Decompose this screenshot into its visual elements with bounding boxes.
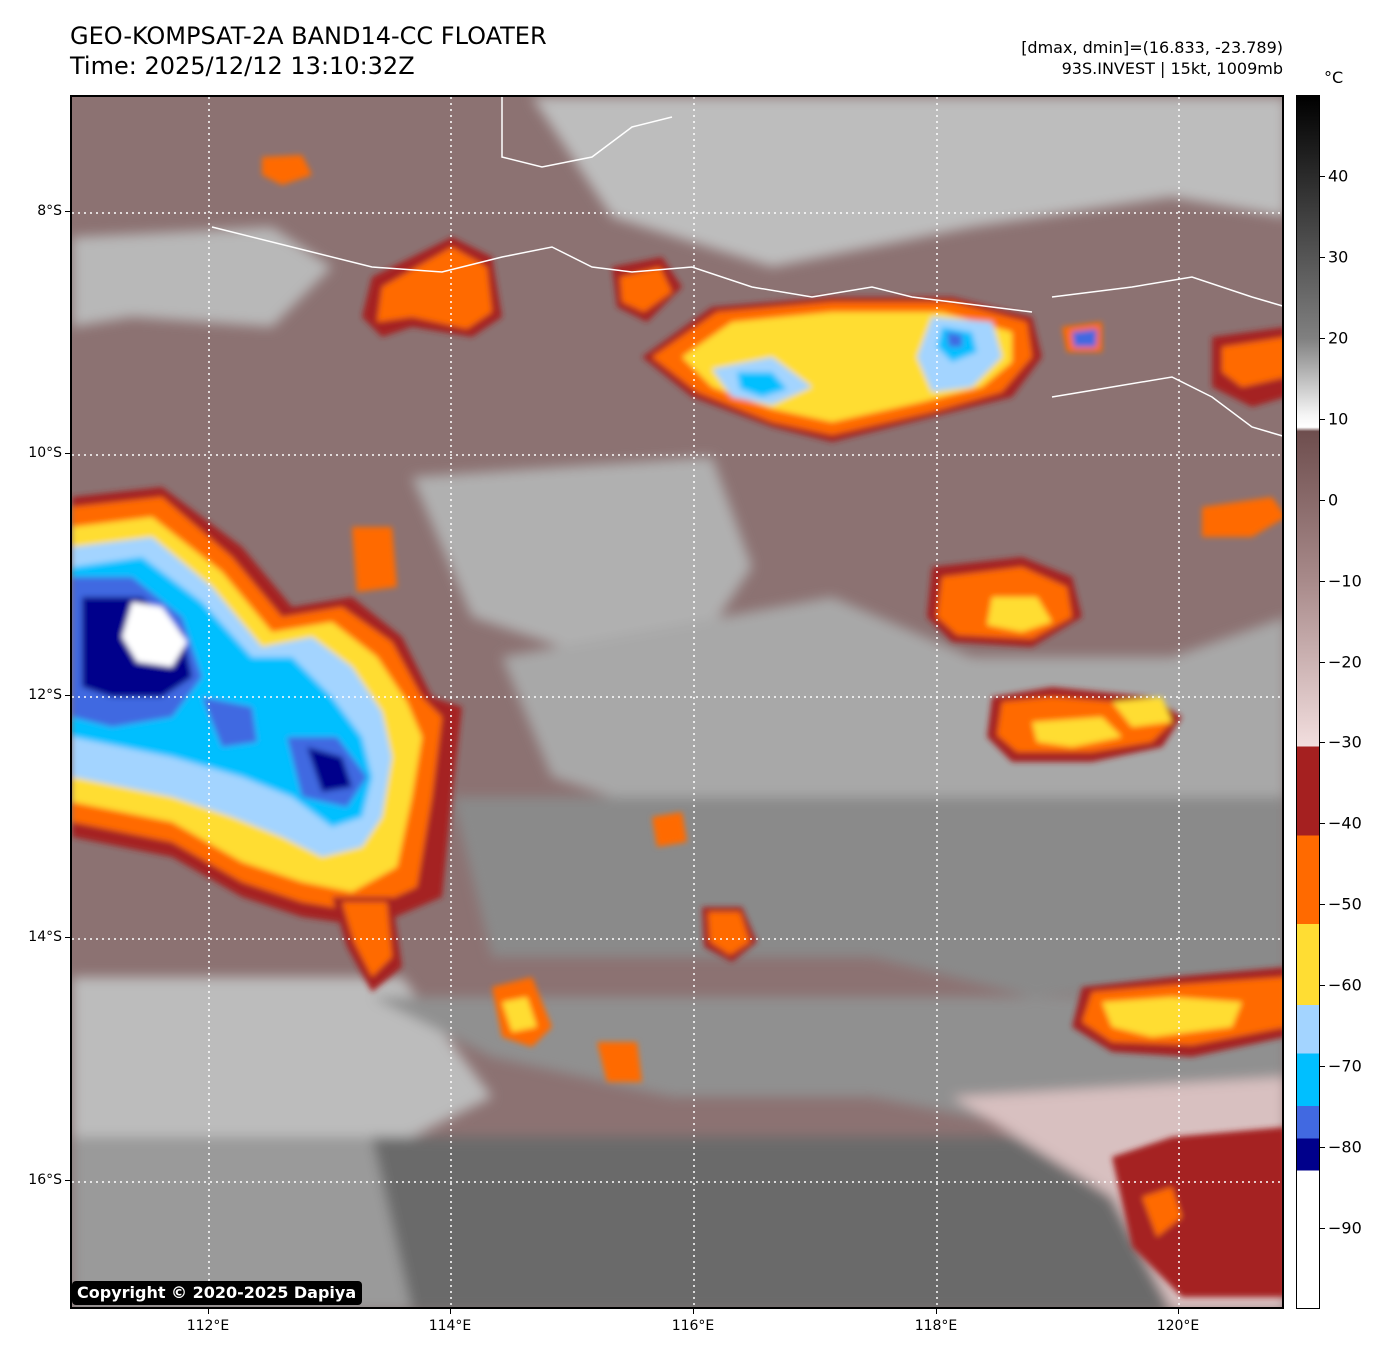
colorbar-tick-label: −10 [1328, 571, 1362, 591]
lat-label-16s: 16°S [28, 1172, 62, 1188]
colorbar-tick-label: −70 [1328, 1056, 1362, 1076]
lon-label-120e: 120°E [1156, 1318, 1200, 1334]
lon-tick [208, 1309, 209, 1314]
data-range-label: [dmax, dmin]=(16.833, -23.789) [1021, 38, 1283, 57]
colorbar-tick [1320, 580, 1325, 582]
colorbar-tick-label: −60 [1328, 975, 1362, 995]
colorbar-tick-label: −50 [1328, 894, 1362, 914]
satellite-image-map [70, 95, 1284, 1309]
colorbar-tick [1320, 1228, 1325, 1230]
storm-info-label: 93S.INVEST | 15kt, 1009mb [1061, 59, 1283, 78]
lon-tick [1178, 1309, 1179, 1314]
colorbar-tick [1320, 175, 1325, 177]
satellite-image [72, 97, 1282, 1307]
lat-label-14s: 14°S [28, 929, 62, 945]
lon-tick [450, 1309, 451, 1314]
cloud-free-regions [72, 97, 1282, 1307]
lat-tick [65, 937, 70, 938]
lon-label-112e: 112°E [186, 1318, 230, 1334]
lon-tick [693, 1309, 694, 1314]
colorbar-tick-label: 20 [1328, 328, 1349, 348]
colorbar-tick-label: −20 [1328, 652, 1362, 672]
colorbar-unit: °C [1324, 68, 1344, 87]
map-title: GEO-KOMPSAT-2A BAND14-CC FLOATER [70, 22, 547, 50]
lat-tick [65, 1180, 70, 1181]
lat-tick [65, 453, 70, 454]
lat-tick [65, 211, 70, 212]
lat-label-10s: 10°S [28, 445, 62, 461]
lon-label-116e: 116°E [671, 1318, 715, 1334]
colorbar-tick-label: 10 [1328, 409, 1349, 429]
colorbar-tick [1320, 904, 1325, 906]
lat-lon-grid [72, 97, 1282, 1307]
colorbar [1296, 95, 1320, 1309]
lat-label-12s: 12°S [28, 687, 62, 703]
convective-cells [72, 155, 1282, 1297]
lat-tick [65, 695, 70, 696]
colorbar-tick [1320, 337, 1325, 339]
colorbar-tick-label: 30 [1328, 247, 1349, 267]
colorbar-tick-label: 0 [1328, 490, 1339, 510]
colorbar-tick [1320, 256, 1325, 258]
coastlines [211, 97, 1282, 437]
colorbar-tick-label: −80 [1328, 1137, 1362, 1157]
colorbar-tick [1320, 418, 1325, 420]
colorbar-tick-label: −30 [1328, 732, 1362, 752]
colorbar-tick [1320, 823, 1325, 825]
colorbar-tick [1320, 985, 1325, 987]
lat-label-8s: 8°S [37, 203, 62, 219]
colorbar-tick [1320, 1147, 1325, 1149]
colorbar-tick-label: −40 [1328, 813, 1362, 833]
colorbar-tick [1320, 499, 1325, 501]
colorbar-tick-label: −90 [1328, 1218, 1362, 1238]
copyright-badge: Copyright © 2020-2025 Dapiya [72, 1281, 363, 1305]
lon-label-118e: 118°E [914, 1318, 958, 1334]
lon-tick [936, 1309, 937, 1314]
colorbar-tick [1320, 1066, 1325, 1068]
lon-label-114e: 114°E [428, 1318, 472, 1334]
colorbar-tick-label: 40 [1328, 166, 1349, 186]
colorbar-tick [1320, 742, 1325, 744]
map-timestamp: Time: 2025/12/12 13:10:32Z [70, 52, 415, 80]
colorbar-tick [1320, 661, 1325, 663]
